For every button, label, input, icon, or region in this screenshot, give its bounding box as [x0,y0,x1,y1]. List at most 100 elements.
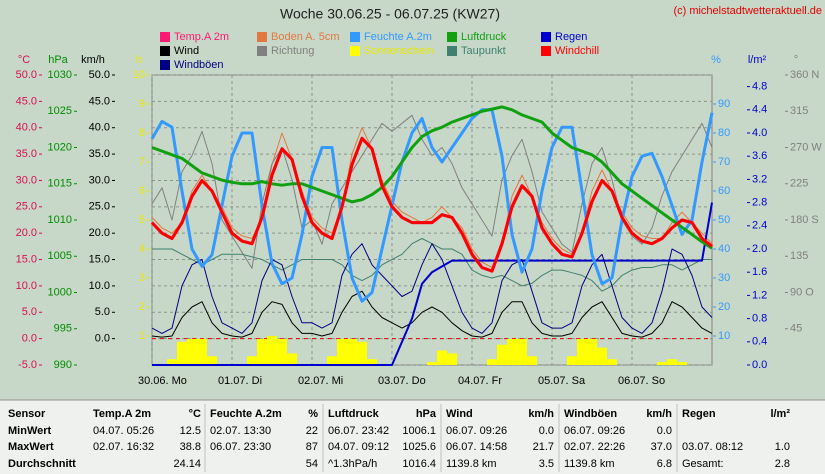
x-tick-label: 06.07. So [618,375,665,387]
legend-label: Feuchte A.2m [364,31,432,43]
cell-text: 04.07. 09:12 [328,441,389,453]
y-tick-label: 5 [139,214,145,226]
legend-swatch [257,32,267,42]
legend-label: Temp.A 2m [174,31,229,43]
x-tick-label: 04.07. Fr [458,375,502,387]
y-tick-label: 15.0 [89,253,110,265]
cell-value: 0.0 [539,425,554,437]
y-tick-label: 2 [139,301,145,313]
plot-area [151,74,713,366]
sunshine-bar [277,338,287,365]
legend-swatch [160,32,170,42]
legend-label: Sonnenschein [364,45,434,57]
cell-text: 04.07. 05:26 [93,425,154,437]
sunshine-bar [437,350,447,365]
cell-text: 06.07. 23:42 [328,425,389,437]
y-tick-label: 315 [790,105,808,117]
sunshine-bar [347,338,357,365]
cell-text: 06.07. 14:58 [446,441,507,453]
sunshine-bar [507,338,517,365]
y-tick-label: 6 [139,185,145,197]
y-tick-label: 25.0 [16,201,37,213]
y-tick-label: 35.0 [16,148,37,160]
y-tick-label: 20 [718,301,730,313]
cell-value: 1006.1 [402,425,436,437]
y-tick-label: 0.8 [752,313,767,325]
legend-swatch [350,46,360,56]
y-tick-label: 2.0 [752,243,767,255]
sunshine-bar [177,341,187,365]
y-tick-label: 995 [54,323,72,335]
legend-label: Regen [555,31,587,43]
y-tick-label: 0.0 [22,333,37,345]
sunshine-bar [527,356,537,365]
y-tick-label: 990 [54,359,72,371]
legend-swatch [160,46,170,56]
y-tick-label: 40 [718,243,730,255]
y-tick-label: 2.8 [752,197,767,209]
y-tick-label: 0.0 [752,359,767,371]
cell-value: 21.7 [533,441,554,453]
x-tick-label: 05.07. Sa [538,375,586,387]
sunshine-bar [197,338,207,365]
row-label: Durchschnitt [8,458,76,470]
sunshine-bar [327,356,337,365]
cell-text: Gesamt: [682,458,724,470]
series-line [152,202,713,366]
cell-text: 06.07. 09:26 [446,425,507,437]
y-tick-label: 1025 [48,105,72,117]
y-tick-label: 30 [718,272,730,284]
y-tick-label: 45.0 [89,95,110,107]
y-tick-label: 20.0 [89,227,110,239]
axis-title: l/m² [748,54,767,66]
row-label: MinWert [8,425,52,437]
sunshine-bar [187,338,197,365]
column-unit: km/h [528,408,554,420]
legend-swatch [541,46,551,56]
y-tick-label: 25.0 [89,201,110,213]
sunshine-bar [567,356,577,365]
sunshine-bar [577,338,587,365]
y-tick-label: 1010 [48,214,72,226]
y-tick-label: 1000 [48,286,72,298]
y-tick-label: 1 [139,330,145,342]
cell-value: 3.5 [539,458,554,470]
column-unit: km/h [646,408,672,420]
legend-swatch [541,32,551,42]
legend-label: Windböen [174,59,224,71]
cell-text: 06.07. 09:26 [564,425,625,437]
column-header: Feuchte A.2m [210,408,282,420]
y-tick-label: 7 [139,156,145,168]
legend-swatch [447,46,457,56]
y-tick-label: 4.0 [752,127,767,139]
column-header: Regen [682,408,716,420]
cell-value: 54 [306,458,318,470]
axis-title: hPa [48,54,68,66]
x-tick-label: 30.06. Mo [138,375,187,387]
y-tick-label: 50.0 [89,69,110,81]
y-tick-label: 10.0 [16,280,37,292]
y-tick-label: 135 [790,250,808,262]
y-tick-label: 45 [790,323,802,335]
y-tick-label: 4.8 [752,81,767,93]
cell-value: 87 [306,441,318,453]
cell-text: ^1.3hPa/h [328,458,377,470]
sunshine-bar [337,338,347,365]
sunshine-bar [517,338,527,365]
y-tick-label: 3.2 [752,173,767,185]
cell-value: 1025.6 [402,441,436,453]
y-tick-label: 90 [718,98,730,110]
y-tick-label: 0.4 [752,336,767,348]
cell-value: 22 [306,425,318,437]
sunshine-bar [597,347,607,365]
table-corner: Sensor [8,408,46,420]
y-tick-label: 45.0 [16,95,37,107]
sunshine-bar [587,338,597,365]
sunshine-bar [447,353,457,365]
cell-value: 0.0 [657,425,672,437]
y-tick-label: 40.0 [89,122,110,134]
sunshine-bar [267,336,277,365]
cell-text: 06.07. 23:30 [210,441,271,453]
x-tick-label: 02.07. Mi [298,375,343,387]
